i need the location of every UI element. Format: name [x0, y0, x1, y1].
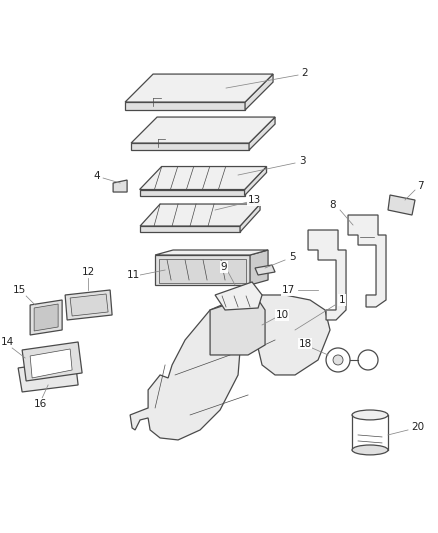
Polygon shape	[131, 143, 249, 150]
Text: 12: 12	[81, 267, 95, 277]
Polygon shape	[159, 259, 246, 283]
Polygon shape	[130, 295, 330, 440]
Polygon shape	[250, 250, 268, 285]
Polygon shape	[140, 226, 240, 232]
Polygon shape	[348, 215, 386, 307]
Text: 3: 3	[299, 156, 305, 166]
Polygon shape	[131, 117, 275, 143]
Polygon shape	[240, 204, 260, 232]
Polygon shape	[308, 230, 346, 320]
Polygon shape	[65, 290, 112, 320]
Polygon shape	[244, 166, 267, 196]
Ellipse shape	[352, 445, 388, 455]
Text: 5: 5	[289, 252, 295, 262]
Text: 14: 14	[0, 337, 14, 347]
Polygon shape	[245, 74, 273, 110]
Polygon shape	[70, 294, 108, 316]
Text: 7: 7	[417, 181, 423, 191]
Polygon shape	[34, 304, 58, 331]
Text: 4: 4	[94, 171, 100, 181]
Polygon shape	[18, 360, 78, 392]
Polygon shape	[388, 195, 415, 215]
Polygon shape	[125, 102, 245, 110]
Text: 18: 18	[298, 339, 312, 349]
Text: 17: 17	[282, 285, 295, 295]
Polygon shape	[140, 190, 244, 196]
Polygon shape	[22, 342, 82, 381]
Text: 8: 8	[330, 200, 336, 210]
Polygon shape	[210, 295, 265, 355]
Polygon shape	[140, 204, 260, 226]
Text: 2: 2	[302, 68, 308, 78]
Polygon shape	[30, 300, 62, 335]
Circle shape	[333, 355, 343, 365]
Polygon shape	[30, 349, 72, 378]
Polygon shape	[215, 282, 262, 310]
Polygon shape	[249, 117, 275, 150]
Polygon shape	[155, 250, 268, 255]
Text: 1: 1	[339, 295, 345, 305]
Polygon shape	[140, 166, 267, 190]
Polygon shape	[155, 255, 250, 285]
Text: 15: 15	[13, 285, 26, 295]
Ellipse shape	[352, 410, 388, 420]
Text: 20: 20	[411, 422, 424, 432]
Text: 9: 9	[221, 262, 227, 272]
Polygon shape	[255, 265, 275, 275]
Text: 13: 13	[247, 195, 261, 205]
Polygon shape	[125, 74, 273, 102]
Text: 16: 16	[33, 399, 47, 409]
Text: 11: 11	[127, 270, 140, 280]
Polygon shape	[113, 180, 127, 192]
Text: 10: 10	[276, 310, 289, 320]
